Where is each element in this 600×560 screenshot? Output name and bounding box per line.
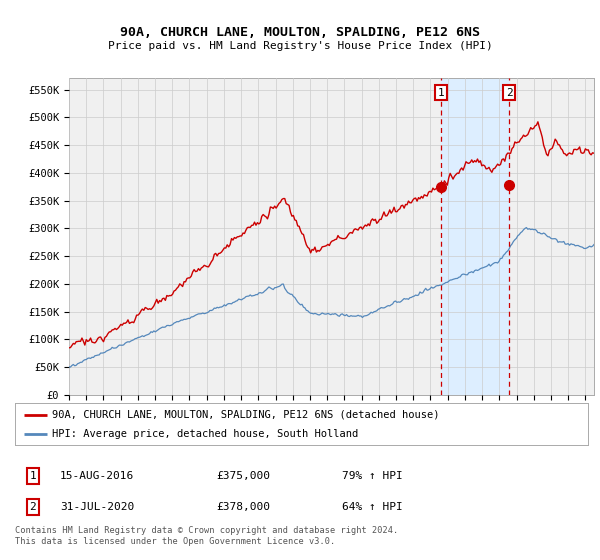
Text: 31-JUL-2020: 31-JUL-2020 — [60, 502, 134, 512]
Text: 64% ↑ HPI: 64% ↑ HPI — [342, 502, 403, 512]
Text: 2: 2 — [29, 502, 37, 512]
Text: 1: 1 — [438, 87, 445, 97]
Text: Price paid vs. HM Land Registry's House Price Index (HPI): Price paid vs. HM Land Registry's House … — [107, 41, 493, 51]
Text: £378,000: £378,000 — [216, 502, 270, 512]
Text: £375,000: £375,000 — [216, 471, 270, 481]
Text: 90A, CHURCH LANE, MOULTON, SPALDING, PE12 6NS: 90A, CHURCH LANE, MOULTON, SPALDING, PE1… — [120, 26, 480, 39]
Text: 1: 1 — [29, 471, 37, 481]
Text: HPI: Average price, detached house, South Holland: HPI: Average price, detached house, Sout… — [52, 429, 358, 439]
Bar — [441, 78, 509, 395]
Text: 90A, CHURCH LANE, MOULTON, SPALDING, PE12 6NS (detached house): 90A, CHURCH LANE, MOULTON, SPALDING, PE1… — [52, 409, 440, 419]
Text: 79% ↑ HPI: 79% ↑ HPI — [342, 471, 403, 481]
Text: 15-AUG-2016: 15-AUG-2016 — [60, 471, 134, 481]
Text: Contains HM Land Registry data © Crown copyright and database right 2024.: Contains HM Land Registry data © Crown c… — [15, 526, 398, 535]
Text: This data is licensed under the Open Government Licence v3.0.: This data is licensed under the Open Gov… — [15, 538, 335, 547]
Text: 2: 2 — [506, 87, 513, 97]
